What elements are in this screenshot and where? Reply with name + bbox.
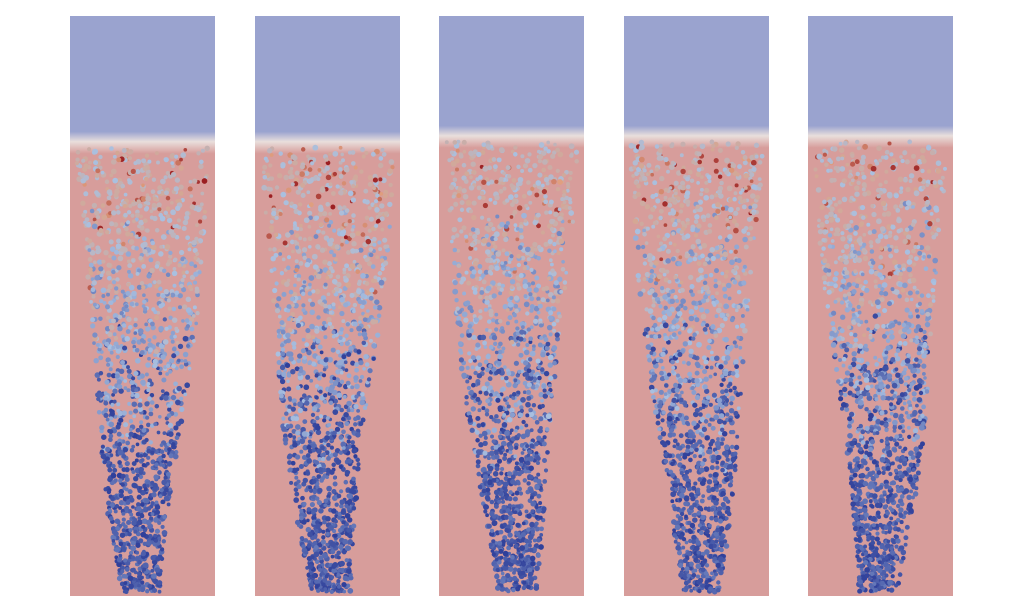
panel-3-render [439, 16, 584, 596]
panel-2-render [255, 16, 400, 596]
simulation-panel-1 [70, 16, 215, 596]
panel-4-render [624, 16, 769, 596]
simulation-panel-3 [439, 16, 584, 596]
panel-1-render [70, 16, 215, 596]
panel-5-render [808, 16, 953, 596]
simulation-panel-5 [808, 16, 953, 596]
simulation-panel-4 [624, 16, 769, 596]
simulation-panel-2 [255, 16, 400, 596]
